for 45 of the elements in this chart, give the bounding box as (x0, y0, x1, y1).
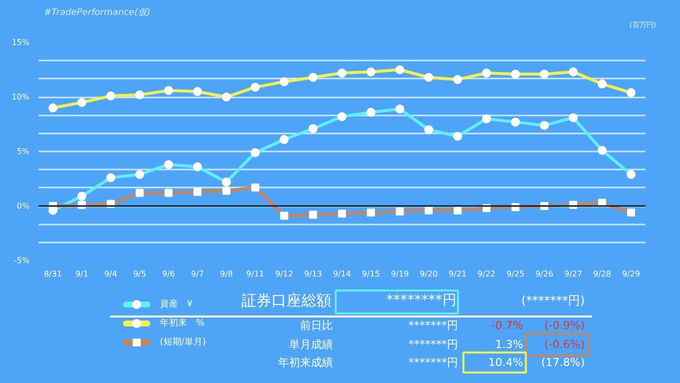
text: 証券口座総額 (241, 292, 332, 310)
y-tick-label: -5% (14, 256, 30, 265)
legend-label: (短期/単月) (160, 336, 206, 348)
x-tick-label: 9/29 (622, 270, 640, 278)
text: -0.7% (491, 319, 524, 332)
x-tick-label: 9/4 (104, 270, 118, 278)
text: 単月成績 (289, 338, 334, 351)
y-tick-label: 5% (16, 147, 30, 156)
x-tick-label: 9/7 (191, 270, 204, 278)
x-tick-label: 9/12 (275, 270, 294, 278)
x-tick-label: 9/20 (420, 270, 438, 278)
x-tick-label: 9/5 (133, 270, 146, 278)
x-tick-label: 9/11 (246, 270, 264, 278)
text: (-0.6%) (544, 338, 585, 351)
y-tick-label: 10% (12, 92, 30, 102)
x-tick-label: 8/31 (44, 270, 62, 278)
x-tick-label: 9/8 (220, 270, 233, 278)
text: (17.8%) (541, 356, 585, 369)
x-tick-label: 9/1 (75, 270, 88, 278)
x-tick-label: 9/21 (448, 270, 467, 278)
y-tick-label: 0% (16, 202, 30, 210)
text: *******円 (408, 356, 458, 369)
x-tick-label: 9/14 (333, 270, 351, 278)
text: *******円 (408, 338, 458, 351)
text: 10.4% (488, 356, 524, 369)
text: 1.3% (495, 338, 524, 351)
text: *******円 (408, 319, 458, 332)
x-tick-label: 9/26 (535, 270, 554, 278)
x-tick-label: 9/28 (593, 270, 612, 278)
x-tick-label: 9/15 (362, 270, 380, 278)
text: (*******円) (521, 294, 585, 308)
x-tick-label: 9/6 (162, 270, 176, 278)
x-tick-label: 9/25 (506, 270, 524, 278)
text: 年初来成績 (278, 356, 334, 369)
text: 前日比 (300, 319, 334, 332)
x-tick-label: 9/22 (478, 270, 496, 278)
x-tick-label: 9/27 (564, 270, 582, 278)
chart-title: #TradePerformance(仮) (44, 7, 150, 20)
y-tick-label: 15% (12, 38, 30, 47)
x-tick-label: 9/19 (390, 270, 409, 278)
legend-label: 資産 ¥ (160, 298, 193, 310)
legend-label: 年初来 % (160, 318, 205, 328)
x-tick-label: 9/13 (304, 270, 322, 278)
text: ********円 (386, 292, 456, 308)
text: (-0.9%) (544, 319, 585, 332)
